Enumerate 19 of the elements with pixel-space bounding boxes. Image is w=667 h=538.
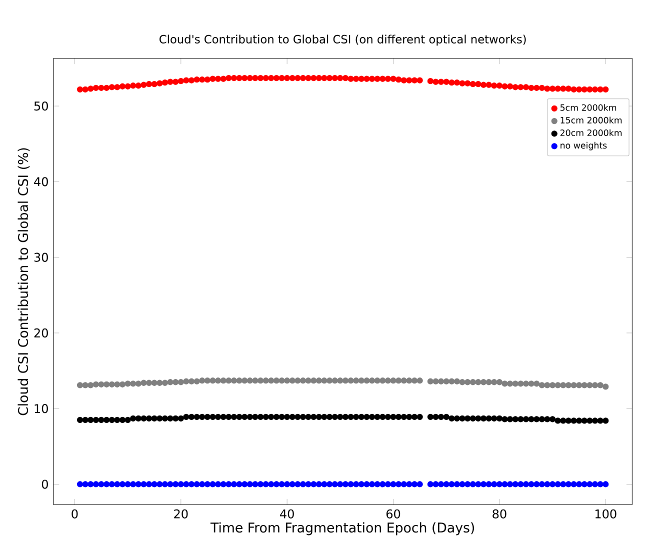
x-tick-label: 60 [386,510,400,519]
x-tick-label: 20 [174,510,188,519]
y-tick-label: 40 [34,177,48,186]
y-tick-label: 50 [34,102,48,111]
x-tick-label: 0 [72,510,78,519]
legend-label: 20cm 2000km [560,130,622,136]
x-tick-label: 80 [492,510,506,519]
y-tick-label: 30 [34,252,48,262]
y-tick-label: 0 [42,480,48,489]
y-tick-label: 10 [34,404,48,414]
x-axis-title: Time From Fragmentation Epoch (Days) [210,522,474,536]
legend-label: 5cm 2000km [560,104,616,112]
y-axis-title: Cloud CSI Contribution to Global CSI (%) [18,148,30,416]
chart-title: Cloud's Contribution to Global CSI (on different optical networks) [160,34,526,46]
legend-label: 15cm 2000km [560,116,622,124]
x-tick-label: 100 [596,510,616,519]
x-tick-label: 40 [280,510,294,519]
legend-label: no weights [560,142,607,151]
y-tick-label: 20 [34,328,48,338]
